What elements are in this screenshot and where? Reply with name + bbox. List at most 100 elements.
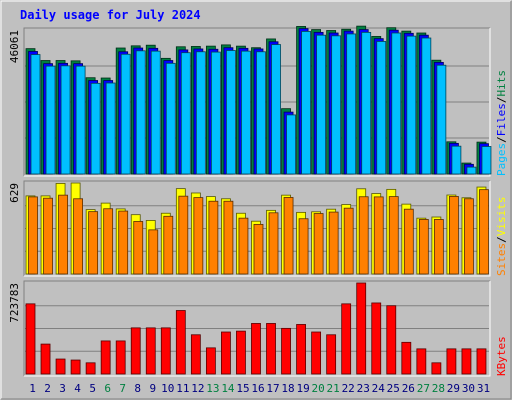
- panel-3-ymax-label: 723783: [8, 283, 21, 323]
- bar-sites-day-1: [28, 196, 38, 275]
- chart-title: Daily usage for July 2024: [20, 8, 201, 22]
- bar-kbytes-day-24: [371, 302, 382, 375]
- x-tick-label: 6: [104, 382, 111, 395]
- bar-sites-day-28: [433, 219, 444, 275]
- bar-sites-day-4: [73, 198, 83, 275]
- x-tick-label: 23: [357, 382, 370, 395]
- bar-pages-day-23: [361, 31, 372, 175]
- bar-sites-day-11: [178, 195, 189, 275]
- bar-sites-day-22: [343, 207, 354, 275]
- x-tick-label: 18: [281, 382, 294, 395]
- x-tick-label: 10: [161, 382, 174, 395]
- bar-kbytes-day-11: [175, 310, 186, 375]
- x-tick-label: 4: [74, 382, 81, 395]
- bar-pages-day-3: [60, 65, 71, 175]
- x-tick-label: 14: [221, 382, 235, 395]
- bar-pages-day-14: [226, 50, 236, 175]
- bar-pages-day-15: [241, 50, 251, 175]
- bar-kbytes-day-4: [70, 359, 81, 375]
- bar-pages-day-16: [256, 51, 266, 175]
- bar-kbytes-day-14: [221, 331, 231, 375]
- bar-pages-day-26: [406, 35, 417, 175]
- x-tick-label: 24: [372, 382, 386, 395]
- bar-kbytes-day-18: [281, 327, 291, 375]
- bar-kbytes-day-30: [461, 348, 472, 375]
- x-tick-label: 26: [402, 382, 415, 395]
- bar-sites-day-13: [208, 200, 219, 275]
- x-tick-label: 12: [191, 382, 204, 395]
- bar-pages-day-10: [165, 62, 176, 175]
- bar-pages-day-30: [466, 166, 477, 175]
- x-tick-label: 1: [29, 382, 36, 395]
- bar-pages-day-11: [180, 52, 191, 175]
- bar-kbytes-day-27: [416, 348, 427, 375]
- bar-pages-day-18: [286, 114, 296, 175]
- bar-sites-day-8: [133, 221, 144, 275]
- legend-label-kbytes: KBytes: [495, 336, 508, 376]
- bar-pages-day-12: [195, 51, 206, 175]
- bar-sites-day-31: [479, 189, 489, 275]
- x-tick-label: 11: [176, 382, 189, 395]
- panel-3-highlight: [24, 281, 491, 377]
- bar-sites-day-2: [43, 197, 53, 275]
- bar-sites-day-27: [418, 219, 429, 275]
- bar-kbytes-day-23: [356, 282, 367, 375]
- x-tick-label: 30: [462, 382, 475, 395]
- bar-kbytes-day-7: [115, 340, 126, 375]
- panel-2-highlight: [24, 181, 491, 277]
- bar-kbytes-day-19: [296, 324, 306, 375]
- bar-sites-day-29: [448, 196, 459, 275]
- bar-pages-day-1: [30, 54, 41, 175]
- legend-panel-2: Sites/Visits: [495, 197, 508, 277]
- x-tick-label: 13: [206, 382, 219, 395]
- legend-separator: /: [495, 136, 508, 143]
- legend-separator: /: [495, 97, 508, 104]
- bar-sites-day-7: [118, 210, 129, 275]
- bar-sites-day-24: [373, 196, 384, 275]
- x-tick-label: 20: [312, 382, 325, 395]
- x-tick-label: 29: [447, 382, 460, 395]
- bar-kbytes-day-6: [100, 340, 111, 375]
- bar-pages-day-21: [331, 35, 342, 175]
- bar-kbytes-day-10: [160, 327, 171, 375]
- x-tick-label: 22: [342, 382, 355, 395]
- bar-kbytes-day-16: [251, 323, 261, 375]
- bar-sites-day-21: [328, 211, 339, 275]
- bar-sites-day-6: [103, 208, 114, 275]
- bar-sites-day-18: [283, 197, 294, 275]
- x-tick-label: 21: [327, 382, 340, 395]
- bar-sites-day-23: [358, 196, 369, 275]
- bar-pages-day-5: [90, 82, 101, 175]
- x-tick-label: 31: [477, 382, 490, 395]
- bar-kbytes-day-26: [401, 341, 412, 375]
- bar-kbytes-day-3: [55, 358, 66, 375]
- bar-sites-day-5: [88, 211, 99, 275]
- x-tick-label: 16: [251, 382, 264, 395]
- bar-kbytes-day-22: [341, 303, 352, 375]
- panel-1-ymax-label: 46061: [8, 30, 21, 63]
- bar-sites-day-10: [163, 215, 174, 275]
- legend-separator: /: [495, 236, 508, 243]
- bar-kbytes-day-20: [311, 331, 322, 375]
- bar-pages-day-2: [45, 65, 56, 175]
- bar-sites-day-14: [223, 200, 234, 275]
- bar-pages-day-19: [301, 31, 311, 175]
- bar-kbytes-day-29: [446, 348, 457, 375]
- bar-sites-day-26: [403, 208, 414, 275]
- bar-pages-day-27: [421, 37, 432, 175]
- bar-pages-day-31: [481, 146, 492, 175]
- bar-pages-day-8: [135, 50, 146, 175]
- x-tick-label: 25: [387, 382, 400, 395]
- x-tick-label: 3: [59, 382, 66, 395]
- bar-pages-day-6: [105, 82, 116, 175]
- bar-kbytes-day-31: [476, 348, 487, 375]
- legend-label-sites: Sites: [495, 243, 508, 276]
- bar-kbytes-day-1: [25, 303, 36, 375]
- bar-sites-day-25: [388, 196, 399, 275]
- bar-kbytes-day-13: [205, 347, 216, 375]
- x-tick-label: 5: [89, 382, 96, 395]
- legend-label-visits: Visits: [495, 197, 508, 237]
